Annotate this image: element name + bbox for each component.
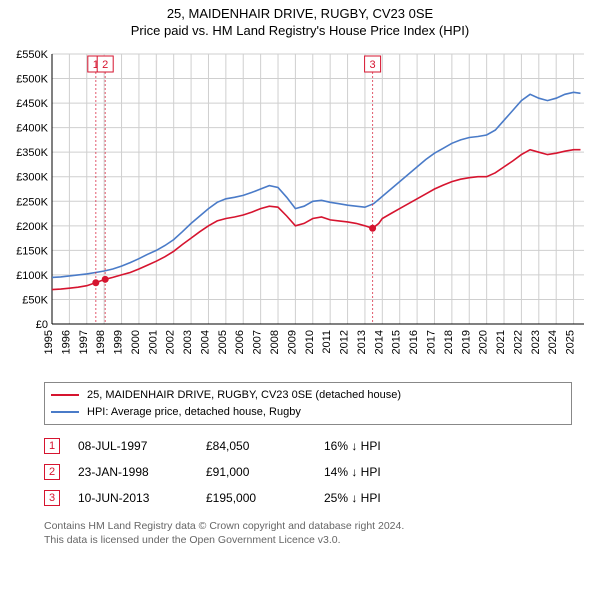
chart-svg: £0 £50K £100K £150K £200K £250K £300K £350K £400… <box>8 46 592 376</box>
svg-text:2003: 2003 <box>182 330 194 354</box>
svg-text:2009: 2009 <box>286 330 298 354</box>
svg-text:1998: 1998 <box>95 330 107 354</box>
svg-text:2017: 2017 <box>425 330 437 354</box>
sale-price-2: £91,000 <box>206 465 306 479</box>
footer-line-1: Contains HM Land Registry data © Crown c… <box>44 519 572 533</box>
chart-title-address: 25, MAIDENHAIR DRIVE, RUGBY, CV23 0SE <box>0 6 600 21</box>
svg-text:1997: 1997 <box>78 330 90 354</box>
svg-text:£400K: £400K <box>16 123 48 135</box>
svg-text:2004: 2004 <box>199 330 211 354</box>
svg-text:1999: 1999 <box>113 330 125 354</box>
svg-text:2016: 2016 <box>408 330 420 354</box>
sale-diff-3: 25% ↓ HPI <box>324 491 444 505</box>
svg-text:2014: 2014 <box>373 330 385 354</box>
svg-text:£200K: £200K <box>16 221 48 233</box>
sale-date-3: 10-JUN-2013 <box>78 491 188 505</box>
svg-text:2013: 2013 <box>356 330 368 354</box>
svg-text:2011: 2011 <box>321 330 333 354</box>
sale-date-1: 08-JUL-1997 <box>78 439 188 453</box>
legend-item-hpi: HPI: Average price, detached house, Rugb… <box>51 404 565 421</box>
legend-swatch-hpi <box>51 411 79 413</box>
svg-text:2023: 2023 <box>530 330 542 354</box>
footer-line-2: This data is licensed under the Open Gov… <box>44 533 572 547</box>
sale-diff-2: 14% ↓ HPI <box>324 465 444 479</box>
sales-table: 1 08-JUL-1997 £84,050 16% ↓ HPI 2 23-JAN… <box>44 433 572 511</box>
legend-item-property: 25, MAIDENHAIR DRIVE, RUGBY, CV23 0SE (d… <box>51 387 565 404</box>
svg-text:2000: 2000 <box>130 330 142 354</box>
legend: 25, MAIDENHAIR DRIVE, RUGBY, CV23 0SE (d… <box>44 382 572 425</box>
sale-price-1: £84,050 <box>206 439 306 453</box>
svg-text:2020: 2020 <box>478 330 490 354</box>
sale-marker-2: 2 <box>44 464 60 480</box>
svg-text:2: 2 <box>102 59 108 71</box>
svg-text:2006: 2006 <box>234 330 246 354</box>
chart-container: 25, MAIDENHAIR DRIVE, RUGBY, CV23 0SE Pr… <box>0 0 600 547</box>
svg-text:2022: 2022 <box>512 330 524 354</box>
svg-text:2002: 2002 <box>165 330 177 354</box>
chart-titles: 25, MAIDENHAIR DRIVE, RUGBY, CV23 0SE Pr… <box>0 0 600 38</box>
svg-text:2018: 2018 <box>443 330 455 354</box>
legend-label-hpi: HPI: Average price, detached house, Rugb… <box>87 404 301 421</box>
svg-text:2010: 2010 <box>304 330 316 354</box>
svg-text:£250K: £250K <box>16 196 48 208</box>
svg-text:2008: 2008 <box>269 330 281 354</box>
plot-area: £0 £50K £100K £150K £200K £250K £300K £350K £400… <box>8 46 592 376</box>
sale-marker-1: 1 <box>44 438 60 454</box>
svg-text:2007: 2007 <box>252 330 264 354</box>
legend-label-property: 25, MAIDENHAIR DRIVE, RUGBY, CV23 0SE (d… <box>87 387 401 404</box>
svg-text:1995: 1995 <box>43 330 55 354</box>
svg-text:2012: 2012 <box>339 330 351 354</box>
svg-text:£450K: £450K <box>16 98 48 110</box>
sale-price-3: £195,000 <box>206 491 306 505</box>
svg-text:£50K: £50K <box>22 294 48 306</box>
svg-text:£350K: £350K <box>16 147 48 159</box>
svg-text:2024: 2024 <box>547 330 559 354</box>
sale-marker-3: 3 <box>44 490 60 506</box>
sale-diff-1: 16% ↓ HPI <box>324 439 444 453</box>
sales-row-2: 2 23-JAN-1998 £91,000 14% ↓ HPI <box>44 459 572 485</box>
svg-text:3: 3 <box>370 59 376 71</box>
svg-text:£500K: £500K <box>16 74 48 86</box>
sale-date-2: 23-JAN-1998 <box>78 465 188 479</box>
svg-text:£0: £0 <box>36 319 48 331</box>
svg-text:£550K: £550K <box>16 49 48 61</box>
svg-text:£300K: £300K <box>16 172 48 184</box>
svg-text:1996: 1996 <box>60 330 72 354</box>
svg-text:£150K: £150K <box>16 245 48 257</box>
sales-row-1: 1 08-JUL-1997 £84,050 16% ↓ HPI <box>44 433 572 459</box>
footer: Contains HM Land Registry data © Crown c… <box>44 519 572 547</box>
svg-text:£100K: £100K <box>16 270 48 282</box>
svg-text:2015: 2015 <box>391 330 403 354</box>
sales-row-3: 3 10-JUN-2013 £195,000 25% ↓ HPI <box>44 485 572 511</box>
svg-text:2019: 2019 <box>460 330 472 354</box>
svg-text:2025: 2025 <box>565 330 577 354</box>
svg-text:2005: 2005 <box>217 330 229 354</box>
svg-text:2021: 2021 <box>495 330 507 354</box>
legend-swatch-property <box>51 394 79 396</box>
chart-title-subtitle: Price paid vs. HM Land Registry's House … <box>0 23 600 38</box>
svg-text:2001: 2001 <box>147 330 159 354</box>
